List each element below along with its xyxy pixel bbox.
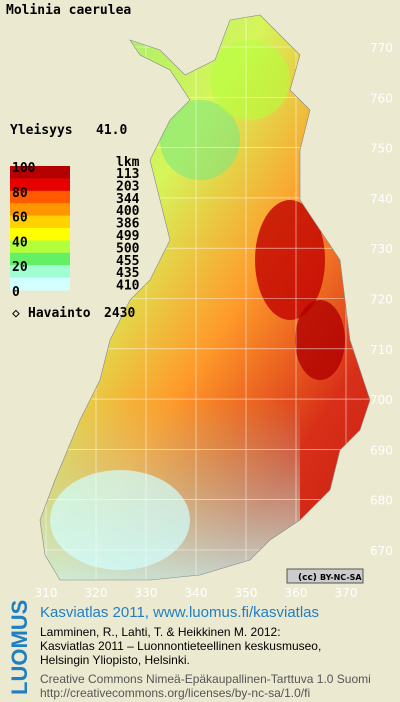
legend-count: 500 [116, 241, 140, 256]
y-label: 750 [370, 142, 393, 156]
observation-symbol: ◇ [12, 306, 20, 321]
legend-percent: 40 [12, 235, 28, 250]
legend-header: lkm [116, 155, 140, 170]
legend-count: 455 [116, 254, 139, 269]
legend-count: 435 [116, 266, 139, 281]
observation-value: 2430 [104, 306, 135, 321]
legend-count: 203 [116, 179, 139, 194]
legend-swatch [10, 252, 70, 266]
frequency-label: Yleisyys [10, 123, 73, 138]
y-label: 680 [370, 494, 393, 508]
frequency-value: 41.0 [96, 123, 127, 138]
legend-count: 410 [116, 279, 140, 294]
legend-count: 113 [116, 167, 139, 182]
legend-count: 344 [116, 192, 140, 207]
y-label: 760 [370, 91, 393, 105]
footer-heading: Kasviatlas 2011, www.luomus.fi/kasviatla… [40, 604, 319, 621]
distribution-map [40, 15, 370, 580]
citation-line: Kasviatlas 2011 – Luonnontieteellinen ke… [40, 639, 321, 653]
legend-swatch [10, 240, 70, 254]
species-title: Molinia caerulea [6, 3, 131, 18]
cc-badge-text: BY-NC-SA [320, 573, 362, 582]
legend-swatch [10, 228, 70, 241]
citation-line: Lamminen, R., Lahti, T. & Heikkinen M. 2… [40, 625, 281, 639]
cc-badge [286, 568, 364, 584]
license-line: http://creativecommons.org/licenses/by-n… [40, 686, 310, 700]
y-label: 690 [370, 443, 393, 457]
x-label: 360 [285, 586, 308, 600]
legend-percent: 80 [12, 186, 28, 201]
x-label: 350 [235, 586, 258, 600]
x-label: 370 [335, 586, 358, 600]
citation-line: Helsingin Yliopisto, Helsinki. [40, 653, 190, 667]
legend-swatch [10, 215, 70, 229]
legend-percent: 20 [12, 260, 28, 275]
y-label: 740 [370, 192, 393, 206]
legend-swatch [10, 190, 70, 204]
y-label: 700 [370, 393, 393, 407]
x-label: 330 [135, 586, 158, 600]
legend-count: 386 [116, 217, 140, 232]
legend-percent: 100 [12, 161, 36, 176]
legend-swatch [10, 166, 70, 179]
x-label: 340 [185, 586, 208, 600]
y-label: 720 [370, 293, 393, 307]
cc-icon: (cc) [298, 573, 317, 583]
legend-count: 400 [116, 204, 140, 219]
y-label: 710 [370, 343, 393, 357]
legend-swatch [10, 265, 70, 279]
y-label: 770 [370, 41, 393, 55]
observation-label: Havainto [28, 306, 91, 321]
y-label: 730 [370, 242, 393, 256]
y-label: 670 [370, 544, 393, 558]
legend-swatch [10, 203, 70, 217]
x-label: 320 [85, 586, 108, 600]
license-line: Creative Commons Nimeä-Epäkaupallinen-Ta… [40, 672, 371, 686]
logo: LUOMUS [7, 600, 32, 695]
legend-count: 499 [116, 229, 139, 244]
legend-swatch [10, 178, 70, 192]
legend-percent: 0 [12, 285, 20, 300]
legend-percent: 60 [12, 211, 28, 226]
legend-swatch [10, 277, 70, 291]
x-label: 310 [35, 586, 58, 600]
